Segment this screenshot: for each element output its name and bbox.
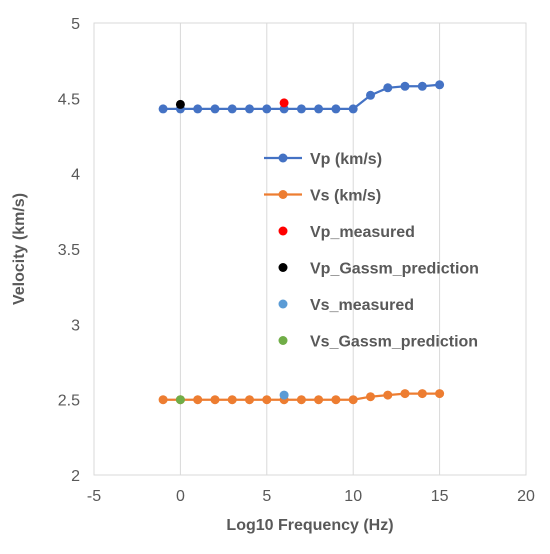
legend-marker-2: [278, 226, 288, 236]
series-0-point: [331, 104, 341, 114]
series-4-point: [279, 390, 289, 400]
legend-label: Vp_Gassm_prediction: [310, 261, 479, 278]
x-axis-title: Log10 Frequency (Hz): [226, 517, 393, 534]
x-tick-label: 10: [344, 488, 362, 505]
y-axis-title: Velocity (km/s): [11, 193, 28, 305]
series-0-point: [245, 104, 254, 114]
legend-marker-1: [278, 190, 288, 199]
legend-marker-4: [278, 299, 288, 309]
series-1-point: [158, 395, 168, 405]
series-5-point: [175, 395, 185, 405]
legend-label: Vp_measured: [310, 224, 415, 241]
legend-label: Vs_Gassm_prediction: [310, 334, 478, 351]
series-0-point: [400, 81, 410, 91]
series-0-point: [366, 90, 375, 100]
series-1-point: [245, 395, 254, 405]
series-0-point: [417, 81, 427, 91]
x-tick-label: 0: [176, 488, 185, 505]
series-0-point: [383, 83, 393, 93]
series-1-point: [331, 395, 341, 405]
series-3-point: [175, 99, 185, 109]
series-1-point: [435, 389, 445, 399]
series-2-point: [279, 98, 289, 108]
x-tick-label: 20: [517, 488, 535, 505]
series-0-point: [435, 80, 445, 90]
series-0-point: [227, 104, 237, 114]
legend-label: Vs_measured: [310, 297, 414, 314]
y-tick-label: 5: [71, 16, 80, 33]
x-tick-label: -5: [87, 488, 101, 505]
series-1-point: [400, 389, 410, 399]
series-1-point: [366, 392, 375, 402]
series-1-point: [314, 395, 324, 405]
series-0-point: [158, 104, 168, 114]
series-1-point: [348, 395, 358, 405]
series-1-point: [296, 395, 306, 405]
series-0-point: [210, 104, 220, 114]
series-1-point: [417, 389, 427, 399]
y-tick-label: 4: [71, 167, 80, 184]
x-tick-label: 5: [262, 488, 271, 505]
series-0-point: [262, 104, 272, 114]
legend-marker-3: [278, 263, 288, 272]
legend-marker-5: [278, 336, 288, 345]
legend-marker-0: [278, 153, 288, 163]
series-1-point: [262, 395, 272, 405]
series-1-point: [210, 395, 220, 405]
series-1-point: [383, 390, 393, 400]
y-tick-label: 2: [71, 468, 80, 485]
series-0-point: [296, 104, 306, 114]
series-0-point: [314, 104, 324, 114]
series-0-point: [193, 104, 203, 114]
y-tick-label: 2.5: [58, 393, 80, 410]
series-1-point: [193, 395, 203, 405]
plot-area: [93, 22, 527, 476]
y-tick-label: 3.5: [58, 242, 80, 259]
y-tick-label: 3: [71, 317, 80, 334]
series-1-point: [227, 395, 237, 405]
legend-label: Vp (km/s): [310, 151, 382, 168]
y-tick-label: 4.5: [58, 91, 80, 108]
legend-label: Vs (km/s): [310, 188, 381, 205]
x-tick-label: 15: [431, 488, 449, 505]
series-0-point: [348, 104, 358, 114]
